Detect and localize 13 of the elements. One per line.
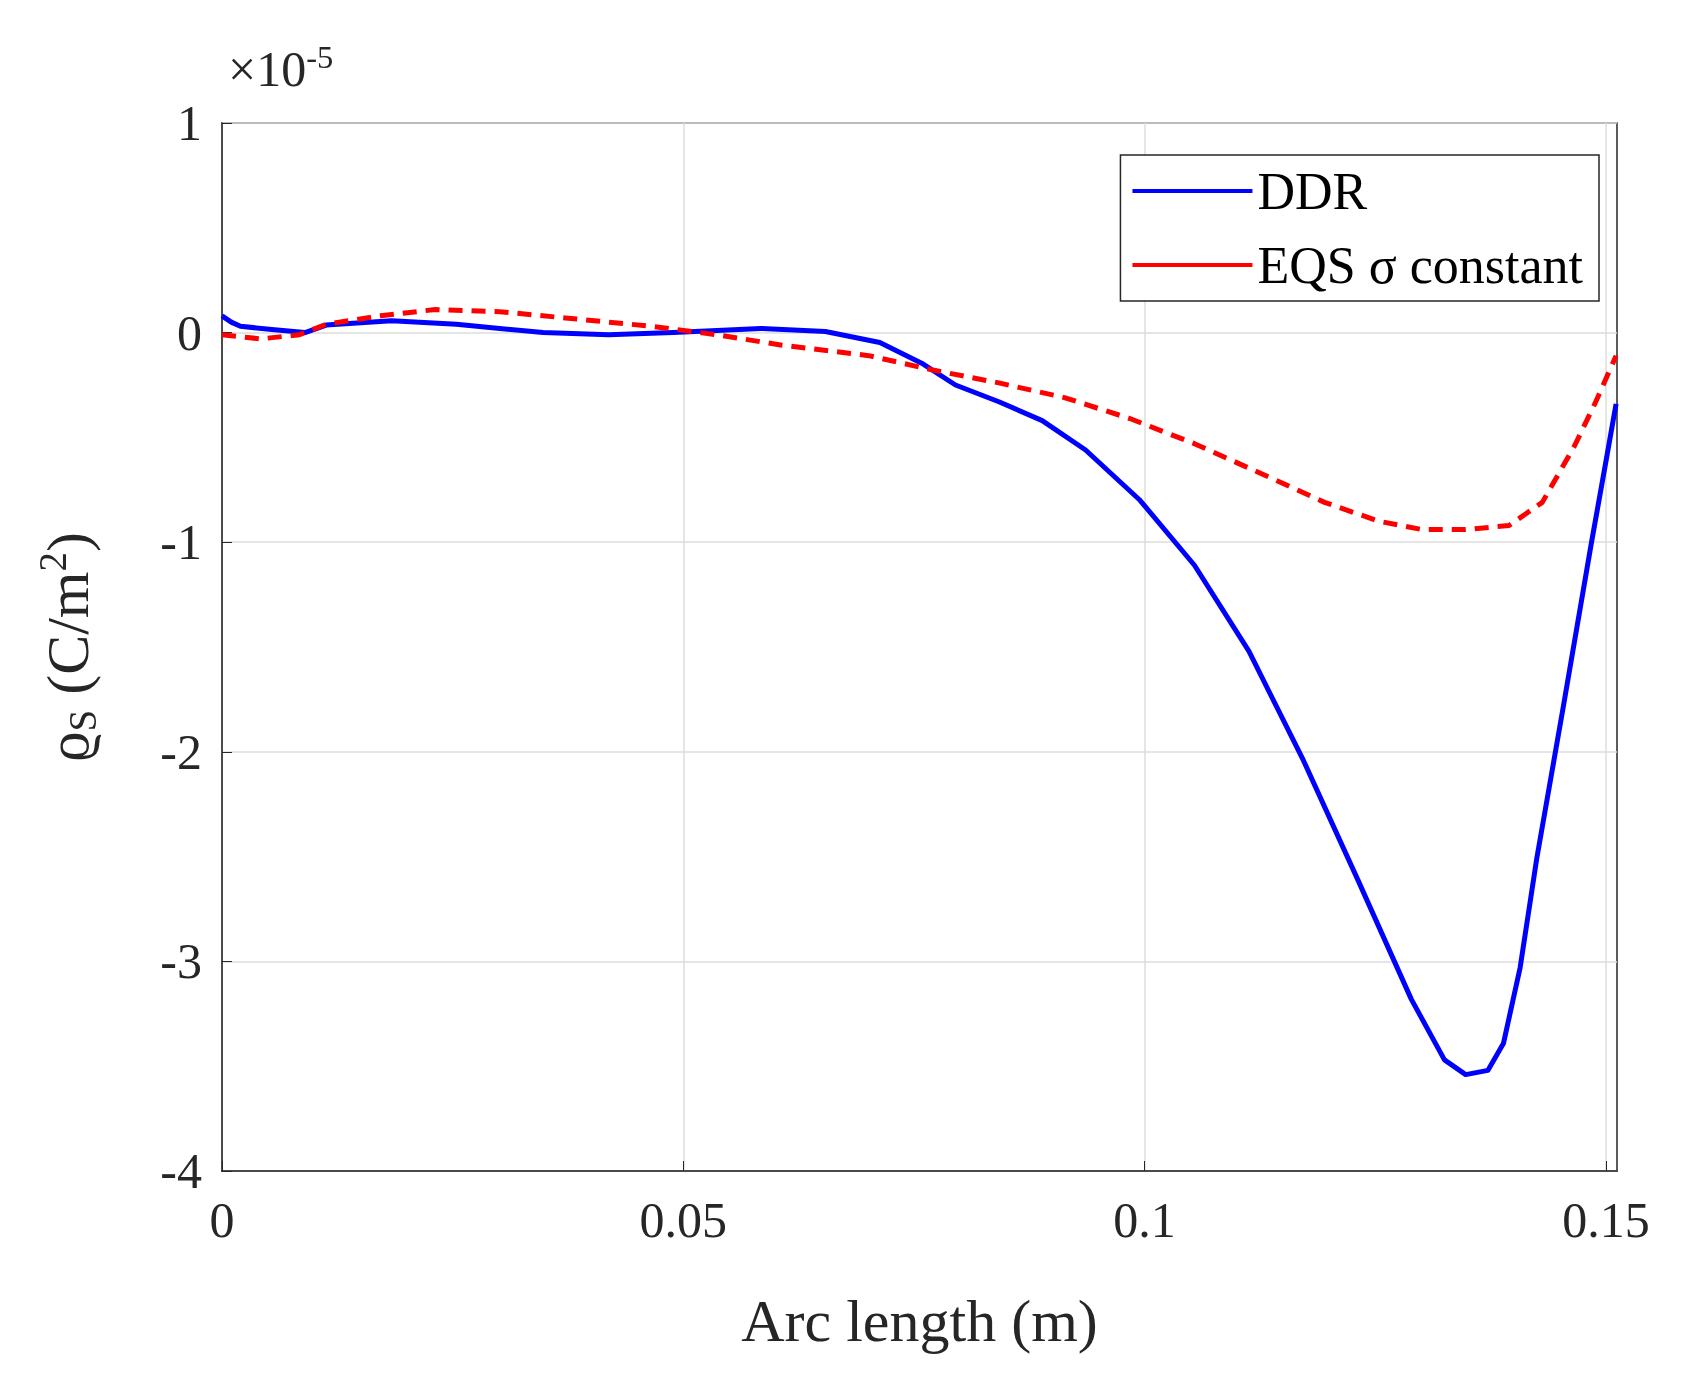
y-tick-label: -1 <box>160 514 202 571</box>
x-tick-label: 0.15 <box>1562 1192 1650 1248</box>
legend-label: DDR <box>1257 162 1368 220</box>
x-tick-label: 0.1 <box>1113 1192 1176 1248</box>
y-tick-label: 1 <box>177 95 202 151</box>
x-axis-title: Arc length (m) <box>741 1288 1098 1354</box>
y-tick-label: 0 <box>177 304 202 361</box>
y-tick-label: -3 <box>160 933 202 990</box>
y-axis-title: ϱS (C/m2) <box>31 531 104 763</box>
y-tick-label: -2 <box>160 723 202 780</box>
x-tick-label: 0.05 <box>639 1192 728 1248</box>
y-tick-label: -4 <box>160 1143 202 1199</box>
legend-label: EQS σ constant <box>1257 236 1584 294</box>
